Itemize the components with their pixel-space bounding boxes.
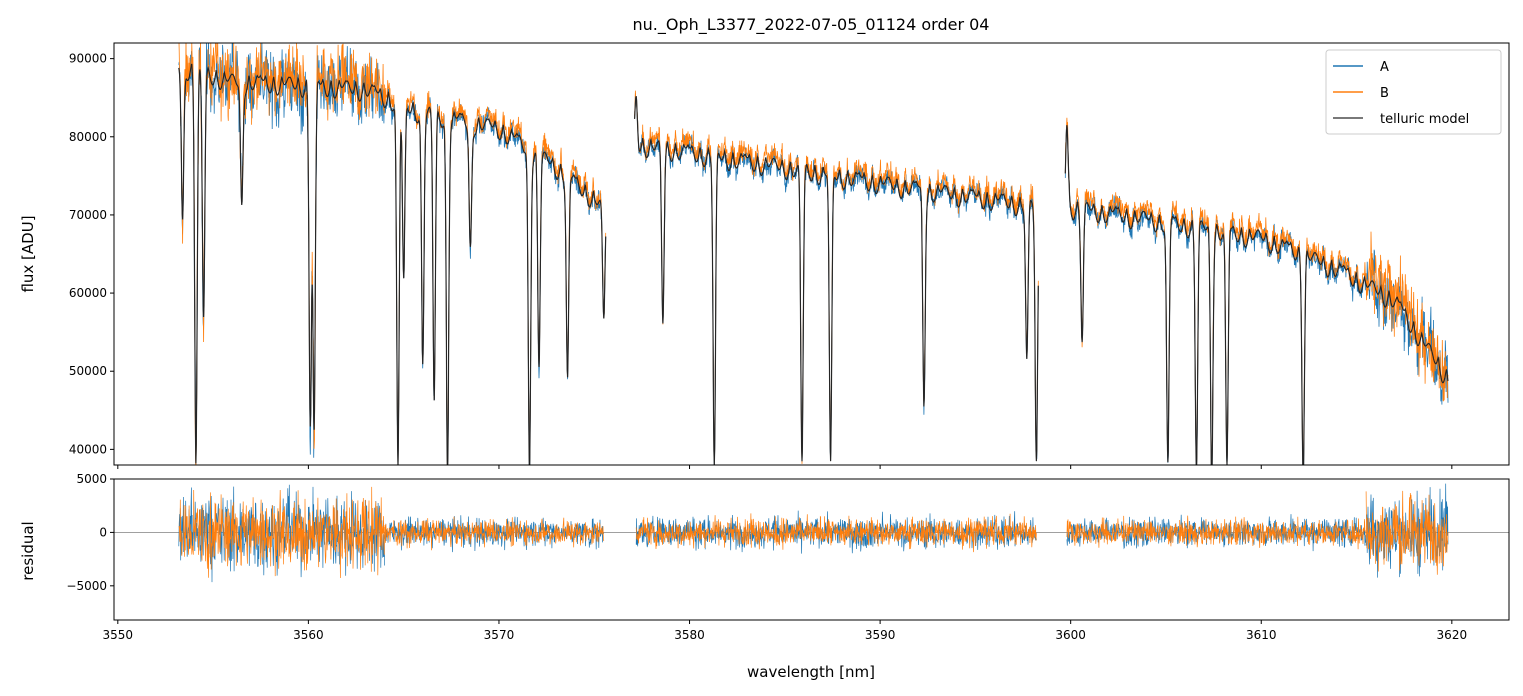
- chart-title: nu._Oph_L3377_2022-07-05_01124 order 04: [633, 15, 990, 35]
- residual-y-tick-label-2: 5000: [76, 472, 107, 486]
- telluric-dark-overlay-segment-1: [634, 96, 1039, 465]
- telluric-dark-overlay-segment-2: [1064, 125, 1449, 465]
- residual-series: [114, 483, 1509, 583]
- telluric-dark-overlay: [178, 63, 607, 465]
- flux-series: [178, 43, 1449, 465]
- flux-y-tick-label-3: 70000: [69, 208, 107, 222]
- residual-y-ticks: −5000 0 5000: [66, 472, 114, 593]
- residual-y-tick-label-1: 0: [99, 525, 107, 539]
- residual-B-line-segment-2: [635, 513, 1037, 553]
- flux-y-tick-label-0: 40000: [69, 442, 107, 456]
- flux-y-tick-label-2: 60000: [69, 286, 107, 300]
- residual-B-line-segment-4: [1365, 490, 1449, 575]
- residual-y-tick-label-0: −5000: [66, 579, 107, 593]
- series-B-line: [178, 43, 607, 465]
- residual-y-axis-label: residual: [19, 521, 37, 580]
- flux-panel: 40000 50000 60000 70000 80000 90000 flux [ADU…: [19, 42, 1510, 466]
- legend: A B telluric model: [1325, 49, 1502, 135]
- legend-label-A: A: [1380, 60, 1389, 75]
- legend-label-B: B: [1380, 86, 1389, 101]
- flux-y-tick-label-5: 90000: [69, 52, 107, 66]
- series-B-line-segment-1: [634, 90, 1039, 464]
- residual-panel: −5000 0 5000 residual: [19, 472, 1510, 621]
- flux-y-axis-label: flux [ADU]: [19, 215, 37, 292]
- residual-B-line: [178, 486, 385, 579]
- x-tick-label-3: 3580: [674, 628, 705, 642]
- legend-box: [1325, 49, 1502, 135]
- residual-panel-frame: [113, 478, 1510, 621]
- x-tick-label-6: 3610: [1246, 628, 1277, 642]
- x-tick-label-2: 3570: [484, 628, 515, 642]
- residual-B-line-segment-1: [384, 516, 605, 551]
- flux-y-tick-label-4: 80000: [69, 130, 107, 144]
- flux-y-ticks: 40000 50000 60000 70000 80000 90000: [69, 52, 114, 456]
- x-tick-label-4: 3590: [865, 628, 896, 642]
- x-tick-label-5: 3600: [1055, 628, 1086, 642]
- flux-y-tick-label-1: 50000: [69, 364, 107, 378]
- x-axis-ticks: 3550 3560 3570 3580 3590 3600 3610 3620: [103, 465, 1468, 642]
- legend-label-telluric: telluric model: [1380, 112, 1469, 127]
- residual-B-line-segment-3: [1066, 515, 1367, 550]
- x-tick-label-0: 3550: [103, 628, 134, 642]
- x-tick-label-1: 3560: [293, 628, 324, 642]
- flux-panel-frame: [113, 42, 1510, 466]
- x-tick-label-7: 3620: [1437, 628, 1468, 642]
- x-axis-label: wavelength [nm]: [747, 663, 875, 681]
